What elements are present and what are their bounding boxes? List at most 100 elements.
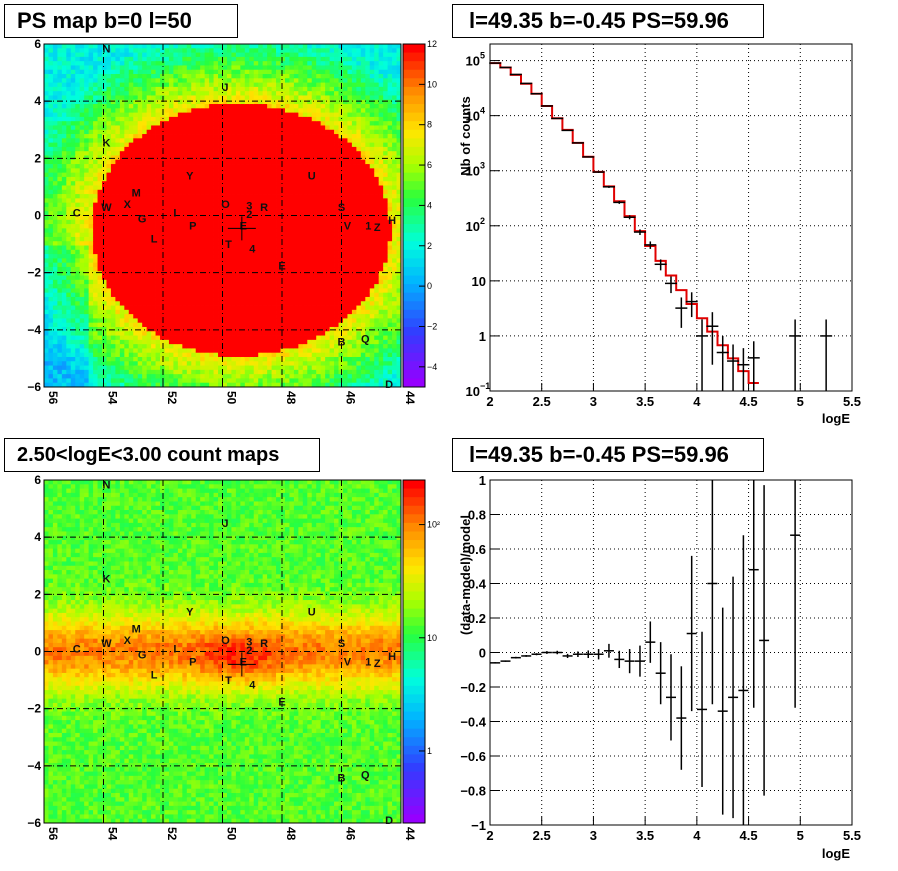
colorbar-segment [403,224,425,234]
colorbar-tick-label: −4 [427,362,437,372]
data-point [716,335,729,391]
colorbar-tick-label: 12 [427,39,437,49]
y-tick-label: −0.8 [460,784,486,799]
residual-point [521,655,532,657]
colorbar-segment [403,557,425,567]
source-label: H [388,215,396,227]
residual-point [500,660,511,662]
colorbar-segment [403,574,425,584]
colorbar-segment [403,505,425,515]
x-tick-label: 2.5 [533,394,551,409]
x-tick-label: 44 [403,391,417,405]
colorbar-segment [403,335,425,345]
colorbar-segment [403,591,425,601]
y-tick-label: 10 [472,274,486,289]
data-point [820,319,833,391]
colorbar-segment [403,44,425,54]
source-label: U [308,170,316,182]
x-tick-label: 54 [106,827,120,841]
colorbar-segment [403,754,425,764]
map-bottom-title: 2.50<logE<3.00 count maps [4,438,320,472]
colorbar-segment [403,95,425,105]
residual-point [510,656,521,659]
y-tick-label: 0.4 [468,577,487,592]
colorbar-segment [403,711,425,721]
colorbar-tick-label: −2 [427,321,437,331]
y-tick-label: 10 [466,219,480,234]
colorbar-segment [403,318,425,328]
source-label: E [278,261,285,273]
data-point [665,276,677,294]
data-point [561,129,574,132]
source-label: C [73,644,81,656]
y-tick-label: 0 [34,209,41,223]
residual-point [676,666,687,770]
residual-point [707,480,718,705]
colorbar-segment [403,565,425,575]
x-axis-label: logE [822,846,850,861]
colorbar-segment [403,78,425,88]
colorbar-segment [403,788,425,798]
colorbar-tick-label: 10 [427,79,437,89]
data-point [582,156,595,158]
colorbar-segment [403,522,425,532]
colorbar-segment [403,660,425,670]
x-tick-label: 3 [590,828,597,843]
data-point [696,319,709,391]
source-label: N [102,479,110,491]
source-label: W [101,638,112,650]
colorbar-segment [403,805,425,815]
y-tick-label: −2 [27,702,41,716]
y-tick-label: 1 [479,329,486,344]
colorbar-tick-label: 8 [427,120,432,130]
source-label: E [278,697,285,709]
x-tick-label: 3 [590,394,597,409]
source-label: 1 [365,657,371,669]
residual-point [634,645,645,677]
source-label: B [338,772,346,784]
spectrum-top-title: l=49.35 b=-0.45 PS=59.96 [452,4,764,38]
y-tick-label: 1 [479,473,486,488]
source-label: W [101,202,112,214]
heatmap-cells [44,480,402,824]
data-point [747,341,760,391]
colorbar-segment [403,378,425,388]
residual-point [531,653,542,656]
x-axis-label: logE [822,411,850,426]
y-tick-label: 10 [466,164,480,179]
data-point [727,344,740,391]
source-label: V [344,221,352,233]
y-tick-label: 0 [479,646,486,661]
x-tick-label: 44 [403,827,417,841]
residual-point [624,649,635,674]
source-label: 1 [365,221,371,233]
x-tick-label: 48 [284,391,298,405]
x-tick-label: 46 [344,827,358,841]
source-label: 4 [249,679,256,691]
source-label: Y [186,170,194,182]
source-label: H [388,651,396,663]
colorbar-segment [403,258,425,268]
source-label: E [240,221,247,233]
y-tick-label: −2 [27,266,41,280]
residual-point [748,480,759,708]
colorbar-tick-label: 1 [427,746,432,756]
source-label: S [338,202,345,214]
colorbar-segment [403,232,425,242]
colorbar-segment [403,540,425,550]
residual-point [552,650,563,655]
residual-point [686,555,697,712]
colorbar-segment [403,146,425,156]
x-tick-label: 54 [106,391,120,405]
data-point [571,142,584,144]
colorbar-segment [403,514,425,524]
y-tick-label: 6 [34,37,41,51]
colorbar-segment [403,215,425,225]
source-label: X [124,635,132,647]
residual-point [697,631,708,788]
residual-point [655,642,666,705]
x-tick-label: 4.5 [740,394,758,409]
source-label: R [260,202,268,214]
colorbar-segment [403,694,425,704]
